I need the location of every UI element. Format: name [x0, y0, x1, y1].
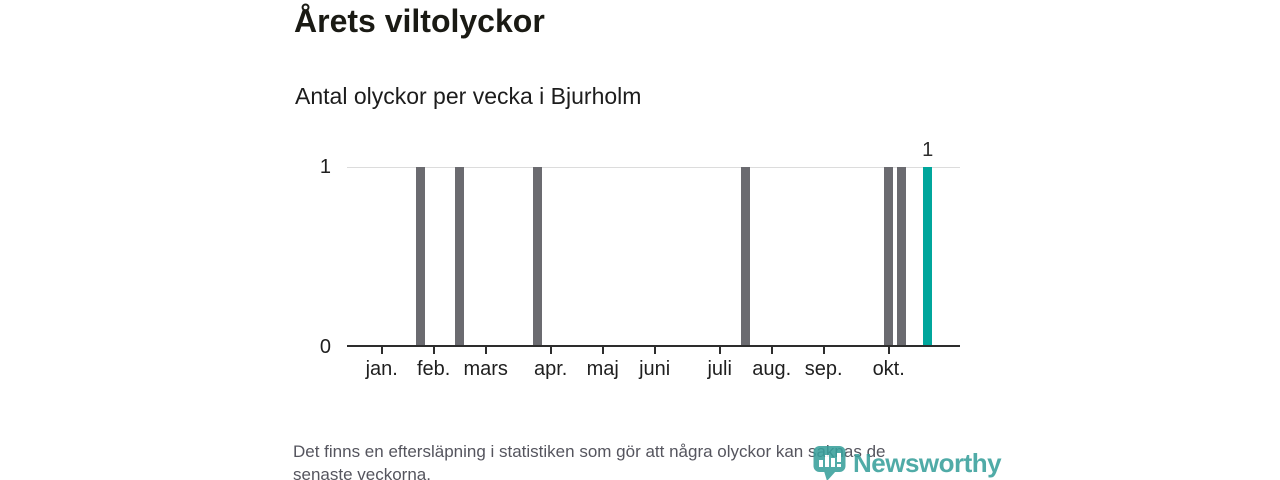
- x-axis-tick: [653, 347, 656, 354]
- y-axis-tick-label-0: 0: [319, 336, 331, 358]
- bar-week-highlight: [923, 167, 933, 345]
- bar-week: [897, 167, 907, 345]
- x-axis-month-label: feb.: [417, 358, 451, 380]
- x-axis-line: [347, 345, 960, 347]
- x-axis-month-label: juni: [639, 358, 671, 380]
- bar-value-label: 1: [922, 139, 934, 161]
- newsworthy-logo[interactable]: Newsworthy: [813, 445, 1002, 480]
- newsworthy-bubble-barchart-icon: [813, 446, 846, 480]
- gridline-y1: [347, 167, 960, 168]
- bar-week: [884, 167, 894, 345]
- x-axis-tick: [601, 347, 604, 354]
- bar-week: [741, 167, 751, 345]
- newsworthy-logo-text: Newsworthy: [853, 448, 1002, 478]
- x-axis-tick: [770, 347, 773, 354]
- bar-week: [416, 167, 426, 345]
- x-axis-month-label: jan.: [365, 358, 398, 380]
- x-axis-tick: [380, 347, 383, 354]
- x-axis-month-label: maj: [586, 358, 619, 380]
- x-axis-tick: [887, 347, 890, 354]
- x-axis-tick: [549, 347, 552, 354]
- x-axis-month-label: juli: [707, 358, 732, 380]
- page-title: Årets viltolyckor: [294, 3, 545, 39]
- y-axis-tick-label-1: 1: [319, 156, 331, 178]
- chart-subtitle: Antal olyckor per vecka i Bjurholm: [295, 83, 642, 109]
- bar-week: [533, 167, 543, 345]
- x-axis-month-label: sep.: [804, 358, 843, 380]
- footnote-line: senaste veckorna.: [293, 465, 431, 480]
- bar-week: [455, 167, 465, 345]
- x-axis-tick: [822, 347, 825, 354]
- x-axis-month-label: okt.: [872, 358, 905, 380]
- footnote-line: Det finns en eftersläpning i statistiken…: [293, 442, 886, 461]
- x-axis-month-label: mars: [463, 358, 508, 380]
- x-axis-tick: [484, 347, 487, 354]
- chart-footnote: Det finns en eftersläpning i statistiken…: [293, 440, 885, 480]
- x-axis-month-label: aug.: [752, 358, 792, 380]
- x-axis-tick: [432, 347, 435, 354]
- x-axis-month-label: apr.: [534, 358, 568, 380]
- x-axis-tick: [718, 347, 721, 354]
- chart-plot-area: jan. feb. mars apr. maj juni juli aug. sep. okt.: [347, 167, 960, 380]
